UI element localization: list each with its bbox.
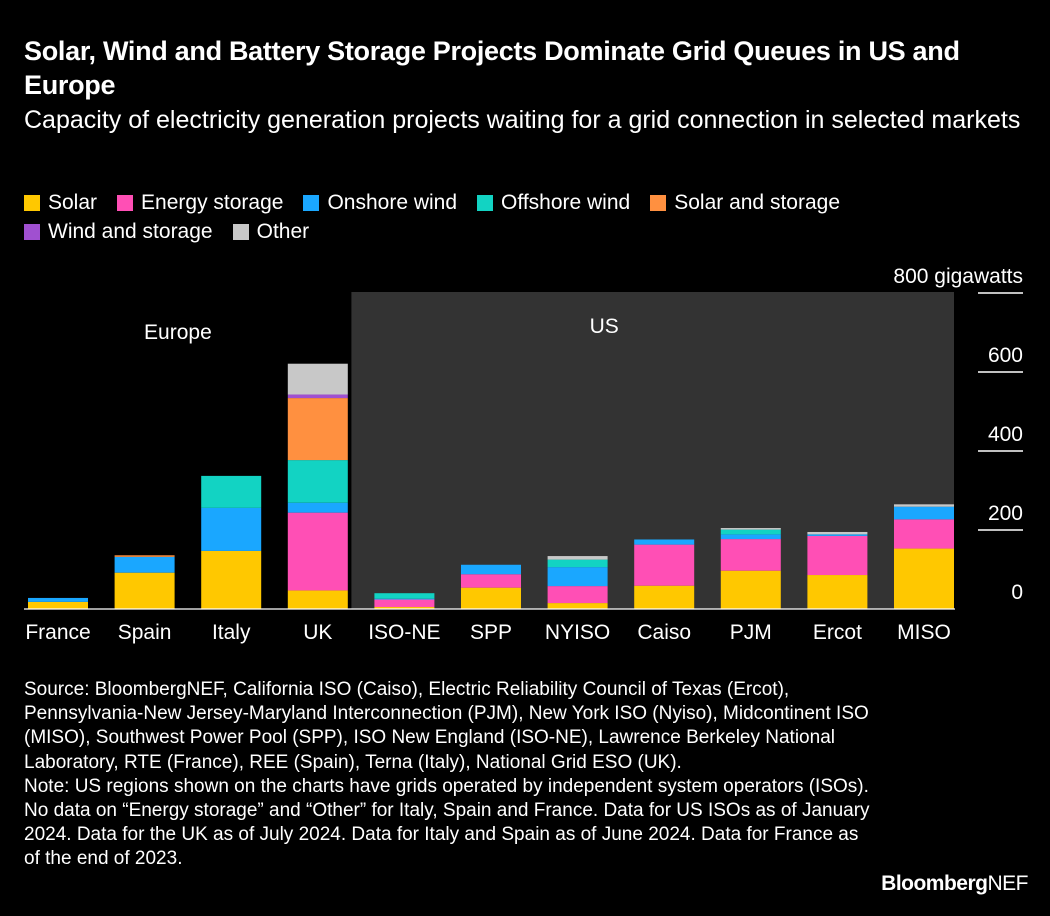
legend-swatch-solar-and-storage xyxy=(650,194,667,211)
bar-uk-solar-and-storage xyxy=(287,398,348,461)
legend-item-energy-storage: Energy storage xyxy=(117,188,283,217)
legend-swatch-solar xyxy=(24,194,40,211)
xtick-label-caiso: Caiso xyxy=(637,621,691,644)
chart-subtitle: Capacity of electricity generation proje… xyxy=(24,106,1021,134)
bar-uk-onshore-wind xyxy=(287,502,348,513)
group-label-us: US xyxy=(590,315,619,338)
group-label-europe: Europe xyxy=(144,321,212,344)
source-text: Source: BloombergNEF, California ISO (Ca… xyxy=(24,679,869,773)
xtick-label-nyiso: NYISO xyxy=(545,621,610,644)
stacked-bar-chart: Europe US 0 200 400 600 800 gigawatts France Spa… xyxy=(24,265,1023,644)
xtick-label-spp: SPP xyxy=(470,621,512,644)
legend: Solar Energy storage Onshore wind Offshore … xyxy=(24,188,1014,246)
legend-item-other: Other xyxy=(232,217,310,246)
bar-italy-offshore-wind xyxy=(201,475,262,508)
bar-pjm-onshore-wind xyxy=(720,534,781,540)
bar-nyiso-other xyxy=(547,556,608,560)
bar-ercot-energy-storage xyxy=(807,535,868,576)
bar-caiso-solar xyxy=(634,585,695,609)
bar-nyiso-energy-storage xyxy=(547,586,608,604)
source-note: Source: BloombergNEF, California ISO (Ca… xyxy=(24,678,874,872)
legend-item-solar: Solar xyxy=(24,188,97,217)
xtick-label-pjm: PJM xyxy=(730,621,772,644)
bar-uk-solar xyxy=(287,590,348,609)
bar-uk-wind-and-storage xyxy=(287,394,348,399)
legend-label-solar: Solar xyxy=(48,191,98,214)
bar-france-solar xyxy=(28,601,88,609)
legend-swatch-onshore-wind xyxy=(303,194,320,211)
legend-label-wind-and-storage: Wind and storage xyxy=(48,220,213,243)
bar-uk-offshore-wind xyxy=(287,460,348,503)
ytick-label-400: 400 xyxy=(988,423,1023,446)
legend-item-offshore-wind: Offshore wind xyxy=(477,188,630,217)
bar-ercot-solar xyxy=(807,575,868,609)
logo-light-text: NEF xyxy=(987,872,1029,895)
bar-iso-ne-energy-storage xyxy=(374,599,435,608)
legend-label-other: Other xyxy=(256,220,310,243)
xtick-label-miso: MISO xyxy=(897,621,951,644)
bar-spp-solar xyxy=(461,587,521,609)
bar-pjm-offshore-wind xyxy=(720,529,781,535)
logo-bold-text: Bloomberg xyxy=(881,872,988,895)
xtick-label-ercot: Ercot xyxy=(813,621,862,644)
ytick-label-200: 200 xyxy=(988,502,1023,525)
bar-nyiso-offshore-wind xyxy=(547,559,608,568)
bar-pjm-solar xyxy=(720,570,781,609)
ytick-label-800: 800 gigawatts xyxy=(893,265,1023,288)
bar-miso-onshore-wind xyxy=(894,506,954,520)
bar-iso-ne-solar xyxy=(374,607,435,609)
legend-swatch-wind-and-storage xyxy=(24,223,40,240)
xtick-label-spain: Spain xyxy=(118,621,172,644)
bar-spain-solar xyxy=(114,572,175,609)
note-text: Note: US regions shown on the charts hav… xyxy=(24,775,870,870)
xtick-label-italy: Italy xyxy=(212,621,251,644)
bar-france-onshore-wind xyxy=(28,597,88,602)
chart-title: Solar, Wind and Battery Storage Projects… xyxy=(24,36,960,100)
bar-uk-energy-storage xyxy=(287,512,348,591)
bar-pjm-energy-storage xyxy=(720,539,781,571)
legend-label-offshore-wind: Offshore wind xyxy=(501,191,631,214)
bar-nyiso-solar xyxy=(547,603,608,609)
xtick-label-france: France xyxy=(25,621,90,644)
bar-spain-onshore-wind xyxy=(114,556,175,573)
bar-ercot-other xyxy=(807,531,868,535)
bar-ercot-onshore-wind xyxy=(807,534,868,536)
xtick-label-uk: UK xyxy=(303,621,332,644)
legend-item-solar-and-storage: Solar and storage xyxy=(650,188,840,217)
legend-swatch-other xyxy=(232,223,249,240)
bar-iso-ne-offshore-wind xyxy=(374,593,435,599)
bar-iso-ne-onshore-wind xyxy=(374,598,435,600)
legend-item-onshore-wind: Onshore wind xyxy=(303,188,457,217)
xtick-label-iso-ne: ISO-NE xyxy=(368,621,440,644)
ytick-label-600: 600 xyxy=(988,344,1023,367)
bar-miso-energy-storage xyxy=(894,519,954,549)
legend-item-wind-and-storage: Wind and storage xyxy=(24,217,213,246)
bar-italy-onshore-wind xyxy=(201,507,262,551)
bar-caiso-onshore-wind xyxy=(634,539,695,545)
legend-swatch-energy-storage xyxy=(117,194,134,211)
legend-label-solar-and-storage: Solar and storage xyxy=(674,191,840,214)
bar-spp-onshore-wind xyxy=(461,564,521,575)
bar-pjm-other xyxy=(720,528,781,530)
bar-nyiso-onshore-wind xyxy=(547,567,608,587)
bar-miso-other xyxy=(894,504,954,507)
bar-spain-solar-and-storage xyxy=(114,555,175,557)
ytick-label-0: 0 xyxy=(1011,581,1023,604)
bar-spp-energy-storage xyxy=(461,574,521,588)
legend-label-onshore-wind: Onshore wind xyxy=(327,191,458,214)
bar-uk-other xyxy=(287,363,348,395)
bar-italy-solar xyxy=(201,550,262,609)
legend-label-energy-storage: Energy storage xyxy=(141,191,284,214)
bloombergnef-logo: BloombergNEF xyxy=(881,872,1028,896)
bar-caiso-energy-storage xyxy=(634,544,695,586)
legend-swatch-offshore-wind xyxy=(477,194,494,211)
bar-miso-solar xyxy=(894,548,954,609)
